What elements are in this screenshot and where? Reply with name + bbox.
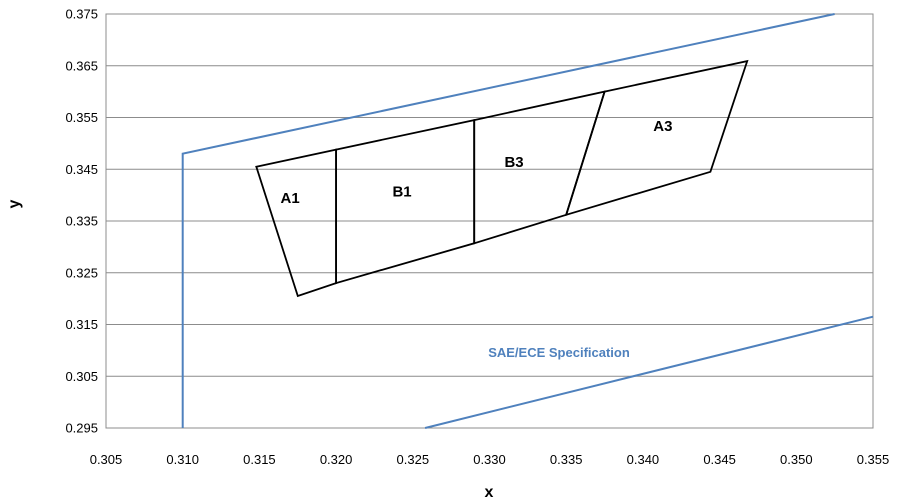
x-tick-label: 0.335 [550, 452, 583, 467]
region-label-a1: A1 [280, 190, 299, 207]
region-label-b3: B3 [504, 154, 523, 171]
region-labels: A1 B1 B3 A3 [280, 118, 672, 207]
x-tick-label: 0.320 [320, 452, 353, 467]
spec-label: SAE/ECE Specification [488, 345, 630, 360]
x-tick-label: 0.315 [243, 452, 276, 467]
region-label-b1: B1 [392, 184, 411, 201]
y-tick-label: 0.375 [65, 7, 98, 22]
x-tick-label: 0.345 [703, 452, 736, 467]
regions [255, 59, 749, 298]
y-tick-labels: 0.295 0.305 0.315 0.325 0.335 0.345 0.355 0.365… [65, 7, 98, 436]
x-tick-label: 0.310 [166, 452, 199, 467]
x-tick-label: 0.330 [473, 452, 506, 467]
y-tick-label: 0.345 [65, 162, 98, 177]
plot-frame [105, 13, 874, 429]
y-tick-label: 0.315 [65, 317, 98, 332]
x-tick-label: 0.350 [780, 452, 813, 467]
x-tick-labels: 0.305 0.310 0.315 0.320 0.325 0.330 0.335 0.340… [90, 452, 890, 467]
spec-boundary-upper [181, 13, 835, 428]
x-tick-label: 0.325 [397, 452, 430, 467]
x-tick-label: 0.305 [90, 452, 123, 467]
region-a3 [564, 59, 749, 217]
spec-boundary [181, 13, 874, 429]
y-tick-label: 0.355 [65, 110, 98, 125]
x-axis-title: x [485, 484, 494, 501]
y-tick-label: 0.295 [65, 421, 98, 436]
y-tick-label: 0.325 [65, 265, 98, 280]
region-label-a3: A3 [653, 118, 672, 135]
x-tick-label: 0.355 [857, 452, 890, 467]
y-tick-label: 0.305 [65, 369, 98, 384]
spec-boundary-lower [424, 315, 874, 429]
x-tick-label: 0.340 [627, 452, 660, 467]
y-axis-title: y [6, 199, 23, 208]
y-tick-label: 0.365 [65, 58, 98, 73]
y-tick-label: 0.335 [65, 214, 98, 229]
